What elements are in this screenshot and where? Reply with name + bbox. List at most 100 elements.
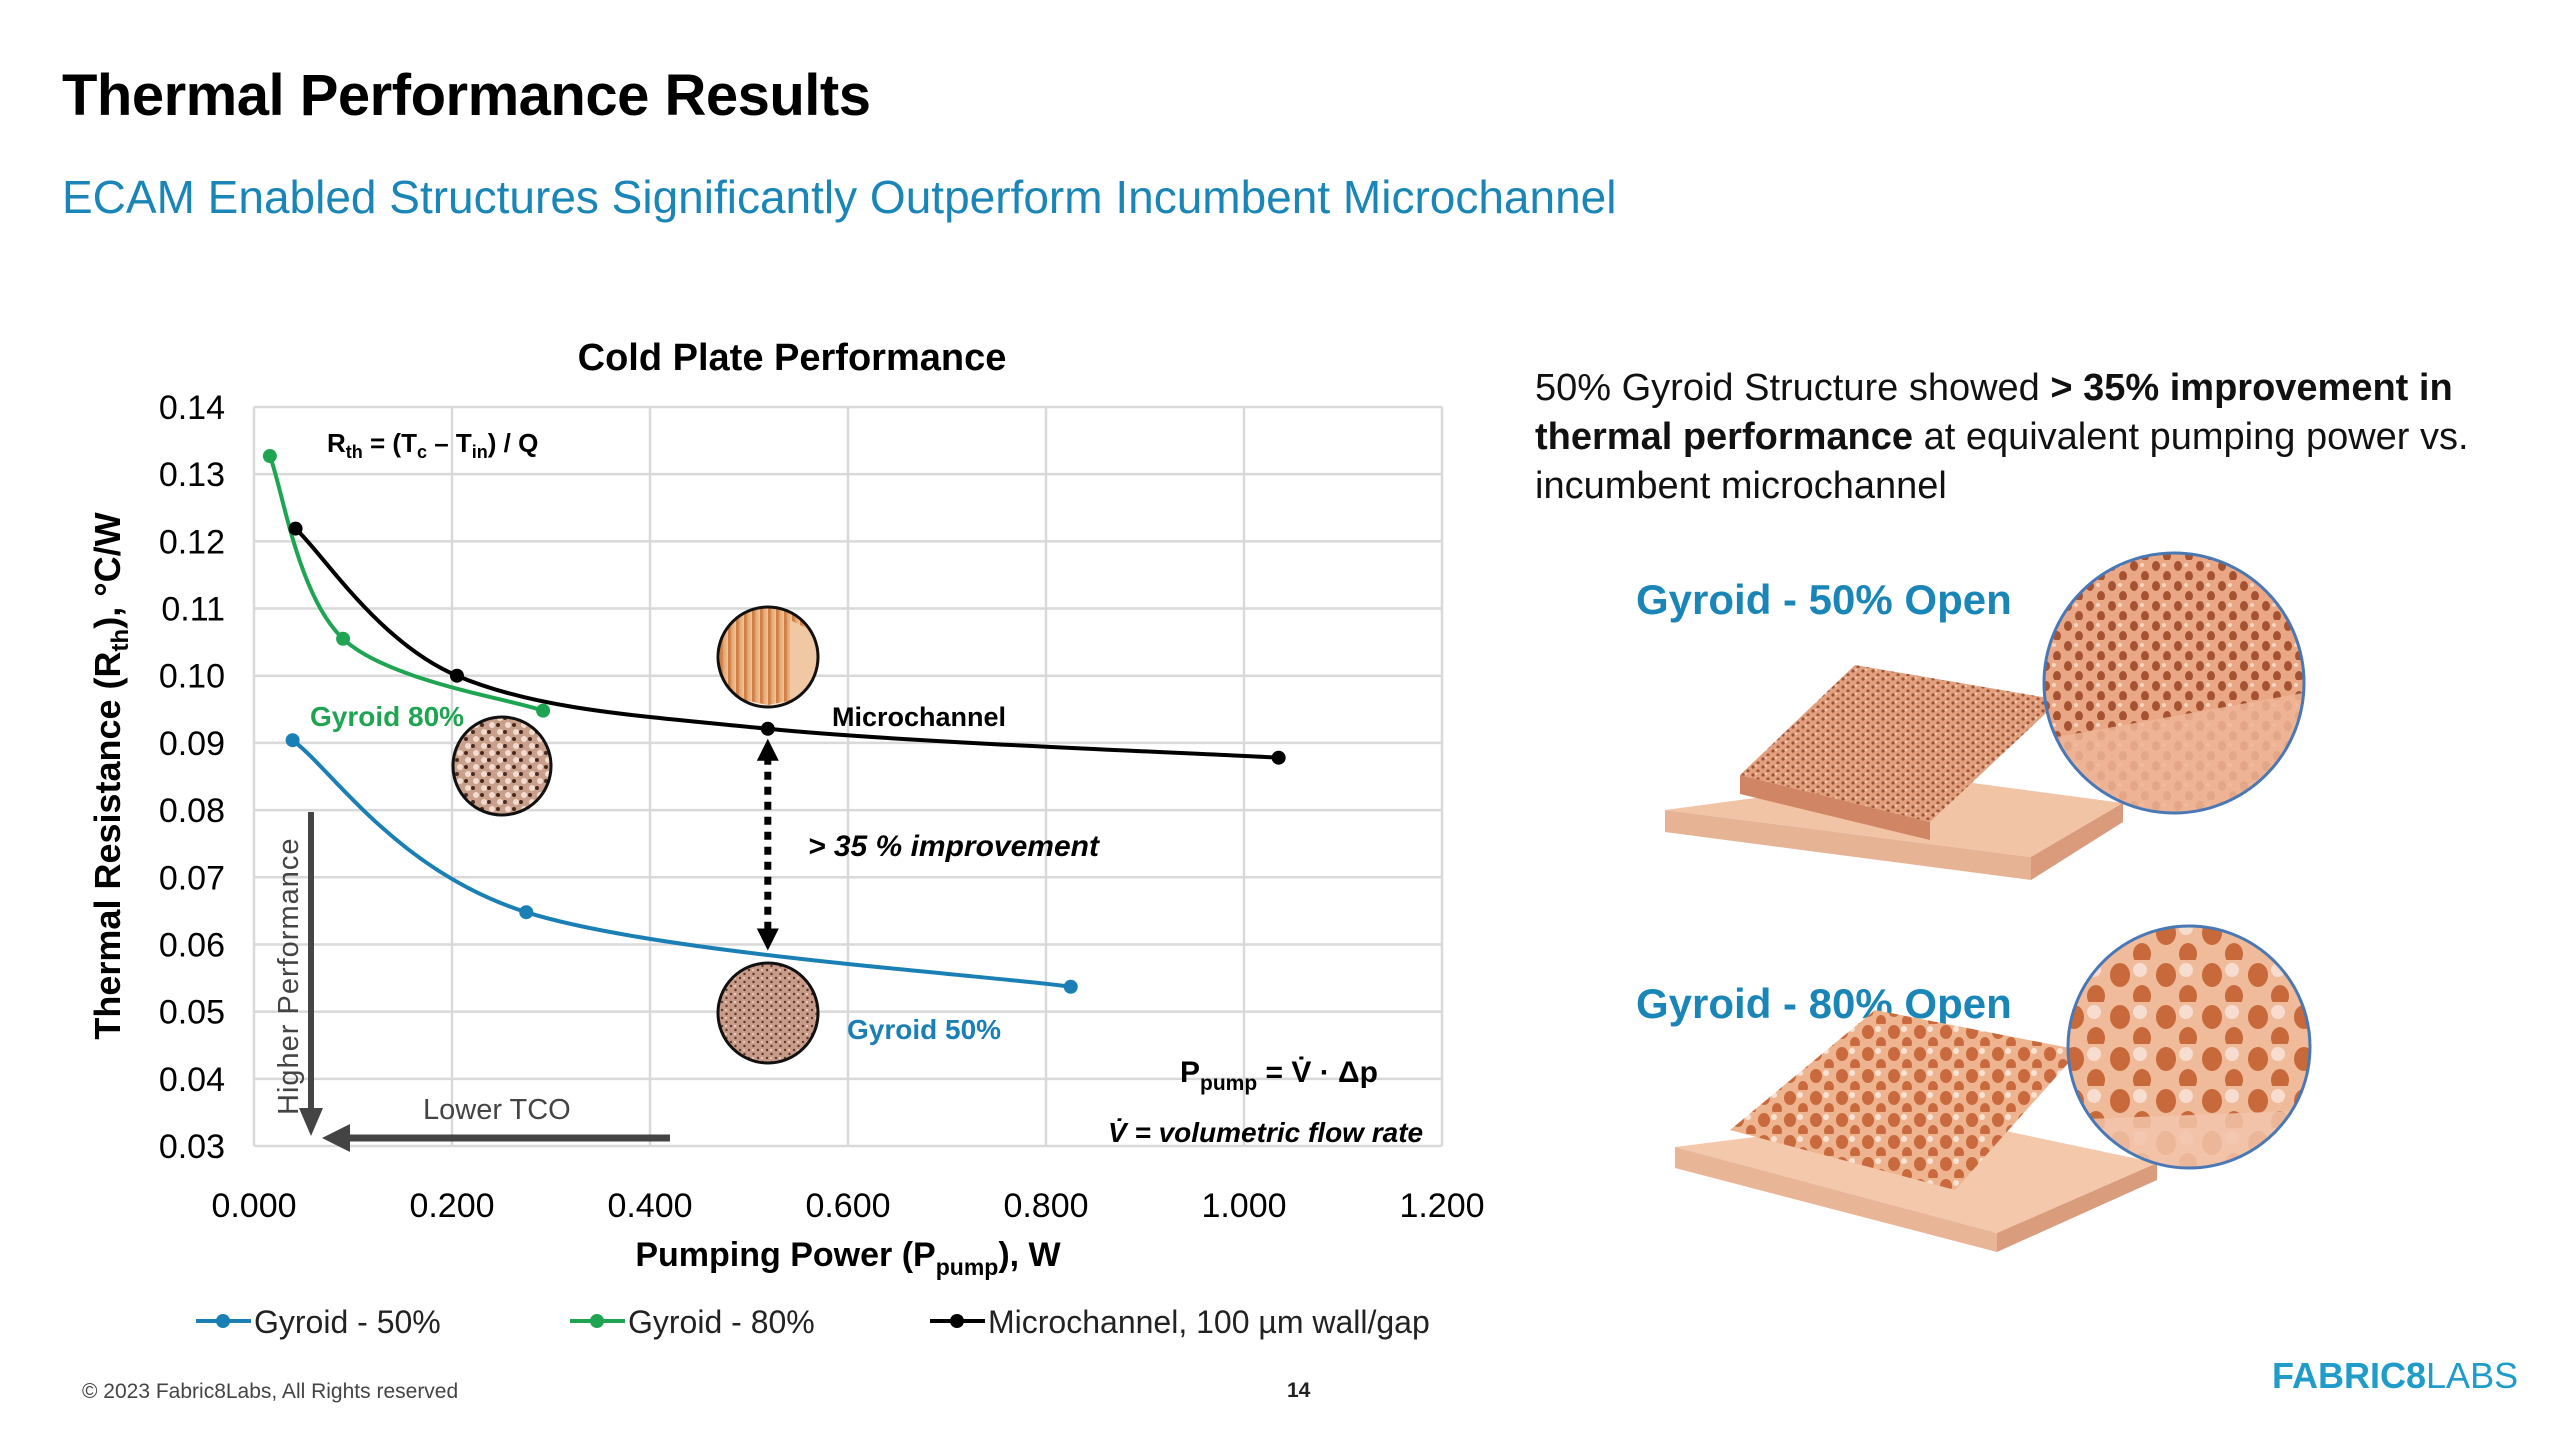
sample-photos (1665, 551, 2312, 1252)
x-tick-label: 0.800 (1003, 1187, 1088, 1225)
series-gyroid-50- (285, 733, 1078, 994)
gyroid-80-zoom-image (2066, 924, 2312, 1170)
x-tick-label: 0.200 (409, 1187, 494, 1225)
y-tick-label: 0.08 (159, 792, 225, 830)
legend-marker (950, 1314, 964, 1328)
ppump-formula-p: P (1180, 1056, 1200, 1089)
footer-copyright: © 2023 Fabric8Labs, All Rights reserved (82, 1380, 459, 1403)
y-tick-label: 0.06 (159, 926, 225, 964)
chart-title: Cold Plate Performance (578, 337, 1007, 379)
legend-marker (590, 1314, 604, 1328)
legend-label: Microchannel, 100 µm wall/gap (988, 1304, 1430, 1340)
cold-plate-chart: Cold Plate Performance 0.140.130.120.110… (87, 337, 1485, 1340)
legend-item: Gyroid - 80% (570, 1304, 815, 1340)
y-tick-label: 0.04 (159, 1061, 225, 1099)
gyroid-80-plate-image (1675, 1010, 2157, 1252)
legend-label: Gyroid - 80% (628, 1304, 815, 1340)
y-tick-label: 0.12 (159, 523, 225, 561)
data-point (536, 703, 551, 718)
y-tick-label: 0.11 (161, 591, 225, 629)
rth-formula-r: R (327, 428, 346, 458)
y-tick-label: 0.07 (159, 859, 225, 897)
x-axis-label-sub: pump (936, 1254, 999, 1280)
data-point (1271, 750, 1286, 765)
y-axis-label-end: ), °C/W (87, 512, 128, 628)
x-axis-label-end: ), W (998, 1236, 1061, 1274)
logo-text-fabric8: FABRIC8 (2272, 1355, 2427, 1396)
x-tick-label: 0.600 (805, 1187, 890, 1225)
ppump-formula-sub: pump (1200, 1072, 1257, 1095)
improvement-arrow-head-up (756, 738, 779, 761)
legend-marker (216, 1314, 230, 1328)
series-line (291, 738, 1072, 989)
logo-text-labs: LABS (2426, 1355, 2519, 1396)
summary-part1: 50% Gyroid Structure showed (1535, 367, 2051, 409)
y-tick-label: 0.09 (159, 725, 225, 763)
series-line (294, 527, 1279, 760)
summary-part2: at equivalent pumping power vs. incumben… (1535, 416, 2469, 507)
y-tick-label: 0.10 (159, 658, 225, 696)
data-point (519, 905, 534, 920)
data-point (288, 521, 303, 536)
lower-tco-arrow (322, 1124, 670, 1152)
chart-legend: Gyroid - 50% Gyroid - 80% Microchannel, 10… (196, 1304, 1430, 1340)
rth-formula-sub-in: in (472, 442, 488, 462)
series-gyroid-80- (262, 449, 551, 718)
data-point (262, 449, 277, 464)
y-axis-label: Thermal Resistance (Rth), °C/W (87, 512, 134, 1039)
y-tick-label: 0.05 (159, 994, 225, 1032)
series-line (267, 455, 544, 713)
y-tick-label: 0.03 (159, 1128, 225, 1166)
improvement-arrow (756, 738, 779, 951)
data-point (336, 631, 351, 646)
gyroid-50-open-label: Gyroid - 50% Open (1636, 576, 2012, 623)
x-tick-label: 1.000 (1201, 1187, 1286, 1225)
rth-formula-mid: = (T (363, 428, 417, 458)
slide-subtitle: ECAM Enabled Structures Significantly Ou… (62, 171, 1617, 223)
gyroid-50-zoom-image (2042, 551, 2306, 815)
legend-item: Microchannel, 100 µm wall/gap (930, 1304, 1430, 1340)
data-point (1063, 979, 1078, 994)
data-point (760, 721, 775, 736)
data-point (449, 668, 464, 683)
legend-item: Gyroid - 50% (196, 1304, 441, 1340)
x-axis-ticks: 0.000 0.200 0.400 0.600 0.800 1.000 1.200 (211, 1187, 1484, 1225)
microchannel-inset-image (716, 605, 820, 709)
gyroid-50-inset-image (716, 961, 820, 1065)
microchannel-series-label: Microchannel (832, 702, 1006, 732)
lower-tco-label: Lower TCO (423, 1094, 571, 1126)
x-axis-label: Pumping Power (Ppump), W (635, 1236, 1061, 1280)
x-tick-label: 0.000 (211, 1187, 296, 1225)
rth-formula-mid2: – T (427, 428, 472, 458)
x-tick-label: 1.200 (1399, 1187, 1484, 1225)
data-point (285, 733, 300, 748)
series-layer (262, 449, 1286, 994)
slide-title: Thermal Performance Results (62, 63, 871, 128)
gyroid-50-series-label: Gyroid 50% (847, 1014, 1001, 1045)
y-axis-label-main: Thermal Resistance (R (87, 651, 128, 1039)
y-axis-ticks: 0.14 0.13 0.12 0.11 0.10 0.09 0.08 0.07 0.06 0.05… (159, 389, 225, 1166)
higher-performance-arrow (299, 812, 323, 1136)
gyroid-80-series-label: Gyroid 80% (310, 701, 464, 732)
vdot-definition: V̇ = volumetric flow rate (1108, 1117, 1423, 1148)
x-axis-label-main: Pumping Power (P (635, 1236, 935, 1274)
y-axis-label-sub: th (107, 629, 134, 652)
x-tick-label: 0.400 (607, 1187, 692, 1225)
fabric8labs-logo: FABRIC8LABS (2272, 1355, 2518, 1397)
improvement-label: > 35 % improvement (808, 830, 1101, 863)
higher-performance-label: Higher Performance (273, 838, 305, 1116)
gyroid-80-inset-image (451, 715, 553, 817)
series-microchannel-100-m-wall-gap (288, 521, 1286, 765)
summary-highlight: > 35% improvement in thermal performance (1535, 367, 2453, 458)
page-number: 14 (1287, 1379, 1311, 1402)
ppump-formula: Ppump = V̇ · Δp (1180, 1056, 1378, 1095)
rth-formula-sub-c: c (417, 442, 427, 462)
rth-formula-sub-th: th (346, 442, 363, 462)
rth-formula-end: ) / Q (488, 428, 539, 458)
improvement-arrow-head-down (756, 928, 779, 951)
y-tick-label: 0.14 (159, 389, 225, 427)
gyroid-80-open-label: Gyroid - 80% Open (1636, 980, 2012, 1027)
ppump-formula-rest: = V̇ · Δp (1257, 1056, 1378, 1089)
legend-label: Gyroid - 50% (254, 1304, 441, 1340)
summary-text: 50% Gyroid Structure showed > 35% improv… (1535, 364, 2515, 511)
